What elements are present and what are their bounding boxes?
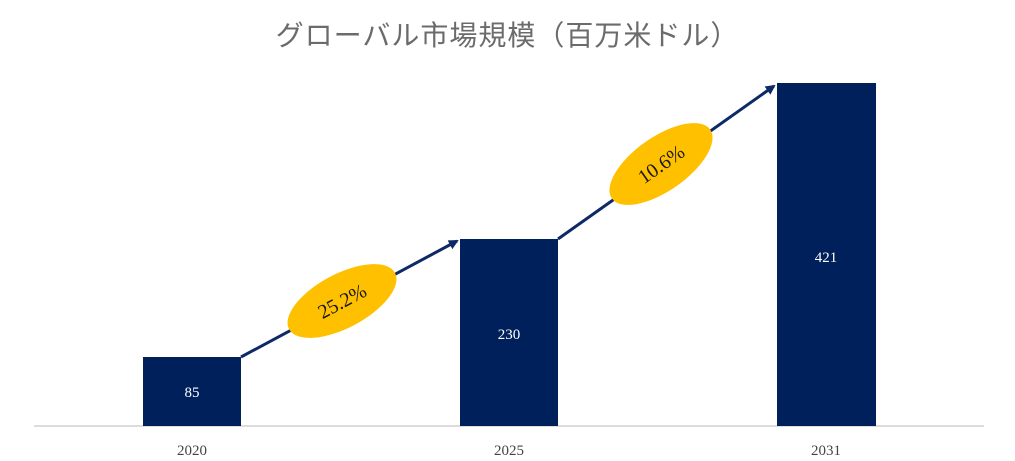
bar-2031 bbox=[777, 83, 876, 426]
cagr-badge-1: 25.2% bbox=[287, 264, 397, 338]
x-tick-2025: 2025 bbox=[494, 443, 524, 459]
bar-value-2020: 85 bbox=[185, 385, 200, 401]
bar-value-2025: 230 bbox=[498, 327, 521, 343]
x-tick-2031: 2031 bbox=[811, 443, 841, 459]
bar-2020 bbox=[143, 357, 241, 426]
chart-title: グローバル市場規模（百万米ドル） bbox=[275, 19, 740, 52]
x-tick-2020: 2020 bbox=[177, 443, 207, 459]
bar-2025 bbox=[460, 239, 558, 426]
cagr-badge-2: 10.6% bbox=[609, 123, 713, 205]
bar-value-2031: 421 bbox=[815, 250, 838, 266]
